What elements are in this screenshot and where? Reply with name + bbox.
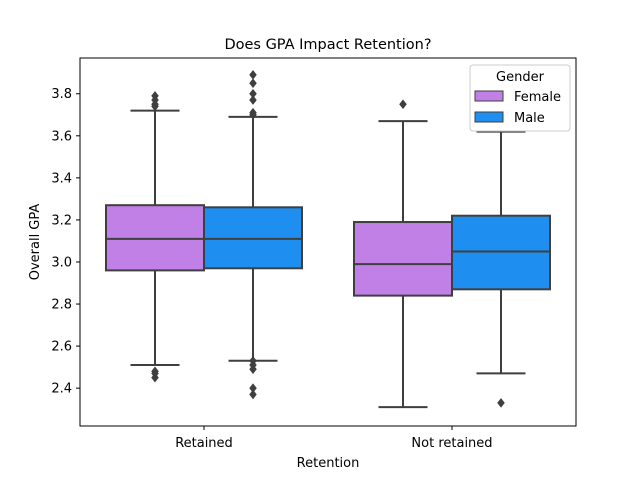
outlier-point <box>249 107 257 118</box>
chart-title: Does GPA Impact Retention? <box>224 37 431 53</box>
outlier-point <box>249 78 257 89</box>
x-axis-title: Retention <box>297 456 360 471</box>
box <box>105 204 205 272</box>
legend-swatch-male <box>474 111 504 123</box>
box-group-female-not-retained <box>353 99 453 409</box>
box-group-male-not-retained <box>451 130 551 408</box>
outlier-point <box>497 397 505 408</box>
y-tick-label: 2.6 <box>51 340 72 355</box>
legend-label-female: Female <box>514 90 561 105</box>
box-group-female-retained <box>105 90 205 383</box>
outlier-point <box>249 355 257 366</box>
outlier-point <box>399 99 407 110</box>
outlier-point <box>249 69 257 80</box>
outlier-point <box>151 90 159 101</box>
y-tick-label: 3.4 <box>51 171 72 186</box>
y-tick-label: 3.2 <box>51 213 72 228</box>
outlier-point <box>249 389 257 400</box>
box <box>451 214 551 291</box>
y-tick-label: 3.0 <box>51 255 72 270</box>
x-tick-label: Retained <box>175 436 233 451</box>
y-tick-label: 3.8 <box>51 87 72 102</box>
plot-frame <box>79 57 577 427</box>
y-axis-title: Overall GPA <box>28 204 43 281</box>
y-tick-label: 2.4 <box>51 382 72 397</box>
box-group-male-retained <box>203 69 303 400</box>
legend-title: Gender <box>496 70 545 85</box>
legend: Gender Female Male <box>469 64 571 132</box>
outlier-point <box>249 383 257 394</box>
legend-swatch-female <box>474 90 504 102</box>
legend-label-male: Male <box>514 111 545 126</box>
box <box>353 221 453 297</box>
box <box>203 206 303 270</box>
outlier-point <box>249 95 257 105</box>
outlier-point <box>249 88 257 99</box>
outlier-point <box>151 366 159 377</box>
x-tick-label: Not retained <box>411 436 492 451</box>
y-tick-label: 3.6 <box>51 129 72 144</box>
y-tick-label: 2.8 <box>51 298 72 313</box>
